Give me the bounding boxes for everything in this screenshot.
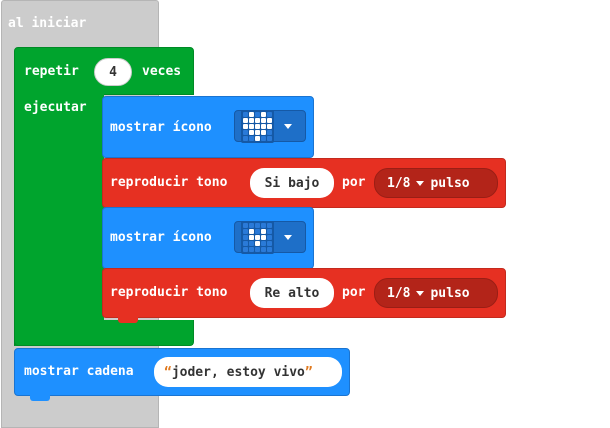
play-tone-label-1: reproducir tono (110, 175, 228, 190)
close-quote: ” (304, 364, 313, 380)
show-string-label: mostrar cadena (24, 364, 134, 379)
repeat-label: repetir (24, 64, 79, 79)
chevron-down-icon (284, 123, 292, 129)
led-pixel (255, 234, 260, 240)
led-pixel (243, 240, 248, 246)
beat-value-1: 1/8 (387, 175, 411, 191)
on-start-label: al iniciar (8, 16, 87, 31)
note-input-2[interactable]: Re alto (250, 278, 334, 308)
led-pixel (243, 123, 248, 129)
led-pixel (267, 117, 272, 123)
beat-unit-1: pulso (430, 175, 470, 191)
repeat-do-label: ejecutar (24, 100, 87, 115)
led-pixel (267, 246, 272, 252)
connector-tab (30, 395, 50, 401)
play-tone-label-2: reproducir tono (110, 285, 228, 300)
note-input-1[interactable]: Si bajo (250, 168, 334, 198)
led-pixel (261, 228, 266, 234)
beat-dropdown-2[interactable]: 1/8 pulso (374, 278, 498, 308)
heart-icon (241, 109, 274, 143)
beat-unit-2: pulso (430, 285, 470, 301)
led-pixel (243, 234, 248, 240)
led-pixel (249, 228, 254, 234)
led-pixel (249, 135, 254, 141)
led-pixel (255, 222, 260, 228)
led-pixel (261, 123, 266, 129)
led-pixel (261, 240, 266, 246)
for-label-2: por (342, 285, 366, 300)
led-pixel (255, 246, 260, 252)
led-pixel (261, 111, 266, 117)
chevron-down-icon (416, 180, 425, 186)
led-pixel (261, 117, 266, 123)
chevron-down-icon (416, 290, 425, 296)
show-icon-label-2: mostrar ícono (110, 230, 212, 245)
icon-picker-2[interactable] (234, 220, 306, 254)
led-pixel (255, 117, 260, 123)
show-icon-label-1: mostrar ícono (110, 120, 212, 135)
led-pixel (243, 117, 248, 123)
small-heart-icon (241, 220, 274, 254)
string-input[interactable]: “ joder, estoy vivo ” (154, 357, 342, 387)
led-pixel (249, 222, 254, 228)
led-pixel (243, 135, 248, 141)
open-quote: “ (164, 364, 172, 380)
led-pixel (249, 129, 254, 135)
beat-value-2: 1/8 (387, 285, 411, 301)
connector-tab (118, 317, 138, 323)
led-pixel (249, 234, 254, 240)
beat-dropdown-1[interactable]: 1/8 pulso (374, 168, 498, 198)
led-pixel (267, 135, 272, 141)
led-pixel (261, 246, 266, 252)
led-pixel (249, 111, 254, 117)
led-pixel (249, 240, 254, 246)
led-pixel (243, 228, 248, 234)
icon-picker-1[interactable] (234, 109, 306, 143)
led-pixel (249, 117, 254, 123)
led-pixel (249, 123, 254, 129)
led-pixel (261, 135, 266, 141)
led-pixel (261, 234, 266, 240)
led-pixel (243, 111, 248, 117)
led-pixel (267, 234, 272, 240)
led-pixel (261, 222, 266, 228)
led-pixel (243, 246, 248, 252)
led-pixel (267, 240, 272, 246)
repeat-count-input[interactable]: 4 (94, 58, 132, 86)
for-label-1: por (342, 175, 366, 190)
led-pixel (255, 129, 260, 135)
led-pixel (267, 111, 272, 117)
led-pixel (243, 129, 248, 135)
string-value: joder, estoy vivo (171, 364, 305, 380)
led-pixel (255, 123, 260, 129)
led-pixel (261, 129, 266, 135)
repeat-block-arm (14, 94, 104, 346)
repeat-times-label: veces (142, 64, 182, 79)
led-pixel (255, 111, 260, 117)
led-pixel (255, 135, 260, 141)
led-pixel (267, 123, 272, 129)
led-pixel (249, 246, 254, 252)
repeat-block-footer (14, 320, 194, 346)
led-pixel (267, 222, 272, 228)
led-pixel (267, 228, 272, 234)
led-pixel (255, 228, 260, 234)
led-pixel (255, 240, 260, 246)
led-pixel (267, 129, 272, 135)
led-pixel (243, 222, 248, 228)
chevron-down-icon (284, 234, 292, 240)
